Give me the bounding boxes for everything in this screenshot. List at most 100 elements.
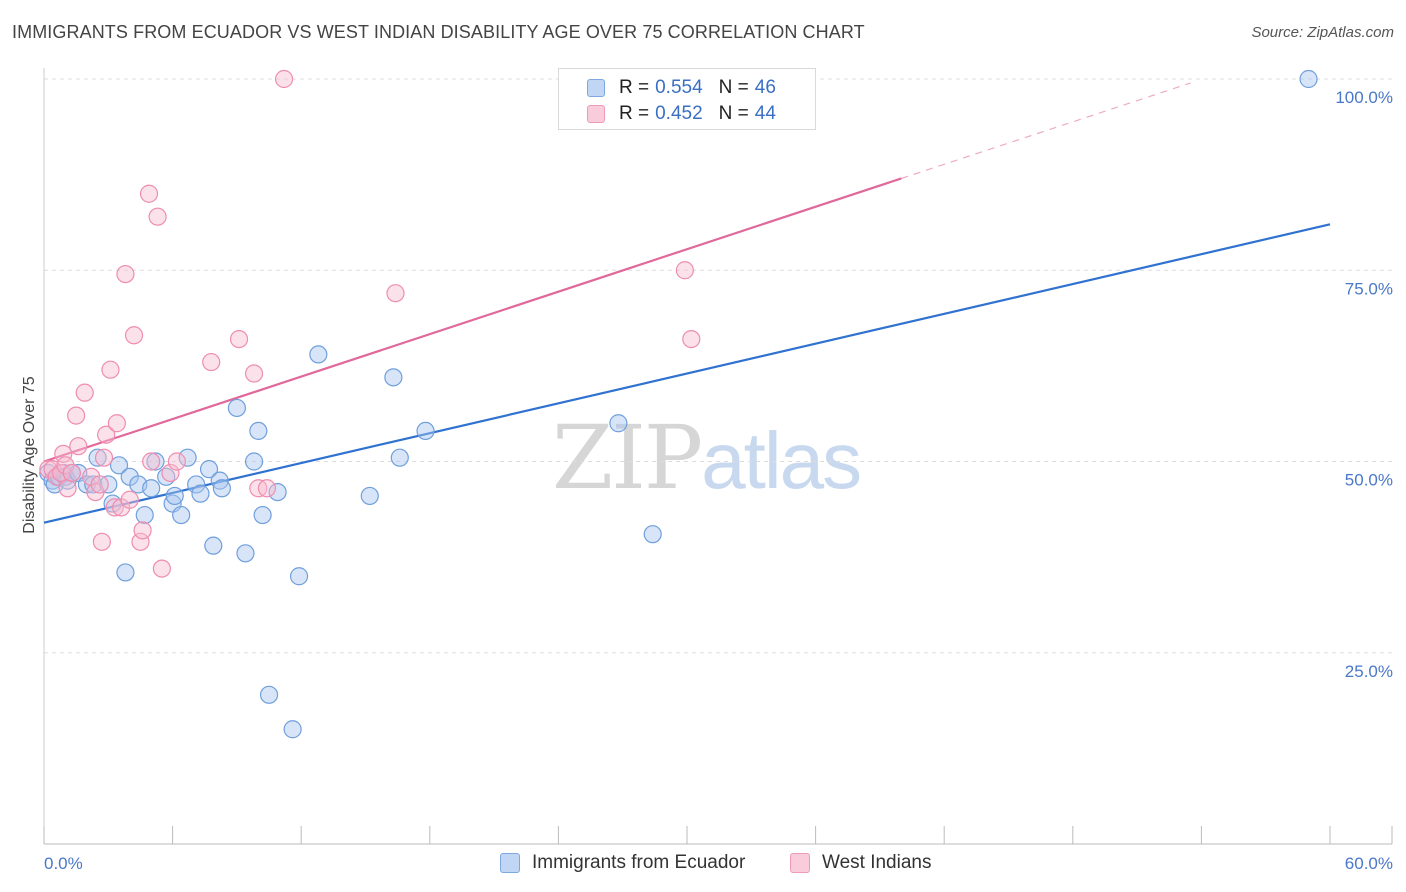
pink-data-point: [139, 184, 159, 203]
pink-data-point: [90, 475, 109, 494]
legend-r-value: 0.452: [655, 103, 703, 124]
blue-data-point: [268, 483, 287, 502]
pink-data-point: [133, 521, 152, 540]
blue-data-point: [244, 452, 264, 471]
pink-data-point: [101, 360, 120, 379]
y-tick-label: 25.0%: [1345, 662, 1393, 681]
pink-data-point: [97, 425, 116, 444]
legend-row-ecuador: R = 0.554 N = 46: [587, 75, 776, 101]
pink-data-point: [386, 284, 405, 303]
pink-data-point: [142, 452, 161, 471]
trend-lines: [43, 82, 1331, 524]
pink-data-point: [124, 326, 144, 345]
blue-data-point: [609, 414, 628, 433]
blue-data-point: [191, 484, 210, 503]
y-tick-label: 50.0%: [1345, 471, 1393, 490]
blue-data-point: [643, 525, 662, 544]
blue-trend-line: [43, 223, 1331, 524]
correlation-legend: R = 0.554 N = 46 R = 0.452 N = 44: [558, 68, 816, 130]
pink-data-point: [69, 437, 88, 456]
pink-data-point: [148, 207, 167, 226]
pink-data-point: [152, 559, 171, 578]
blue-data-point: [253, 505, 272, 525]
blue-data-point: [360, 486, 379, 506]
watermark-zip: ZIP: [552, 406, 703, 509]
blue-data-point: [187, 475, 206, 494]
source-credit: Source: ZipAtlas.com: [1251, 24, 1394, 41]
legend-swatch-pink: [587, 105, 605, 123]
blue-data-point: [416, 421, 435, 440]
pink-data-point: [274, 69, 294, 89]
blue-data-point: [249, 421, 268, 440]
pink-trend-line: [43, 177, 902, 463]
blue-data-point: [146, 452, 165, 471]
axes: [43, 68, 1393, 845]
blue-data-point: [135, 505, 154, 525]
legend-n-label: N =: [718, 77, 749, 98]
blue-data-point: [116, 563, 135, 582]
blue-data-point: [178, 448, 197, 467]
blue-data-point: [283, 720, 302, 739]
pink-data-point: [58, 479, 77, 498]
legend-n-label: N =: [718, 103, 749, 124]
pink-data-point: [120, 490, 139, 509]
legend-row-west-indians: R = 0.452 N = 44: [587, 101, 776, 127]
pink-data-point: [675, 261, 694, 280]
legend-r-label: R =: [619, 77, 650, 98]
blue-data-point: [390, 448, 409, 467]
series-legend-ecuador[interactable]: Immigrants from Ecuador: [500, 852, 745, 874]
y-tick-label: 75.0%: [1345, 279, 1393, 298]
data-points: [39, 69, 1318, 739]
blue-data-point: [88, 448, 107, 467]
blue-data-point: [259, 685, 279, 704]
pink-data-point: [92, 532, 111, 551]
blue-data-point: [227, 398, 246, 418]
watermark: ZIPatlas: [552, 406, 862, 509]
pink-data-point: [257, 479, 277, 498]
x-tick-label-max: 60.0%: [1345, 854, 1393, 873]
y-axis-label: Disability Age Over 75: [21, 376, 38, 534]
series-legend-label: Immigrants from Ecuador: [532, 852, 746, 873]
blue-data-point: [289, 567, 309, 586]
pink-data-point: [161, 463, 180, 483]
legend-swatch-blue: [587, 79, 605, 97]
axis-labels: 25.0% 50.0% 75.0% 100.0% 0.0% 60.0% Disability…: [21, 88, 1393, 873]
pink-data-point: [107, 414, 126, 433]
pink-data-point: [131, 532, 150, 551]
pink-data-point: [75, 383, 94, 402]
pink-data-point: [229, 330, 249, 349]
legend-n-value: 46: [754, 77, 776, 98]
series-swatch-pink: [790, 853, 810, 873]
legend-r-label: R =: [619, 103, 650, 124]
pink-data-point: [94, 448, 114, 467]
blue-data-point: [199, 460, 219, 479]
series-legend-west-indians[interactable]: West Indians: [790, 852, 931, 874]
pink-data-point: [105, 498, 124, 517]
series-legend-label: West Indians: [822, 852, 932, 873]
legend-n-value: 44: [754, 103, 776, 124]
pink-data-point: [244, 364, 264, 383]
pink-data-point: [116, 264, 135, 284]
legend-r-value: 0.554: [655, 77, 703, 98]
pink-data-point: [62, 463, 81, 483]
blue-data-point: [172, 505, 191, 525]
series-swatch-blue: [500, 853, 520, 873]
blue-data-point: [165, 486, 184, 506]
x-tick-label-min: 0.0%: [44, 854, 83, 873]
blue-data-point: [309, 345, 328, 364]
pink-data-point: [167, 452, 186, 471]
pink-data-point: [682, 330, 701, 349]
pink-data-point: [54, 444, 73, 463]
blue-data-point: [384, 368, 403, 387]
blue-data-point: [142, 479, 161, 498]
blue-data-point: [236, 544, 255, 563]
blue-data-point: [109, 456, 129, 475]
blue-data-point: [204, 536, 223, 555]
blue-data-point: [212, 479, 231, 498]
pink-data-point: [202, 352, 221, 372]
pink-trend-extension: [901, 82, 1191, 180]
chart-title: IMMIGRANTS FROM ECUADOR VS WEST INDIAN D…: [12, 22, 865, 42]
blue-data-point: [1299, 69, 1318, 89]
pink-data-point: [67, 406, 86, 425]
